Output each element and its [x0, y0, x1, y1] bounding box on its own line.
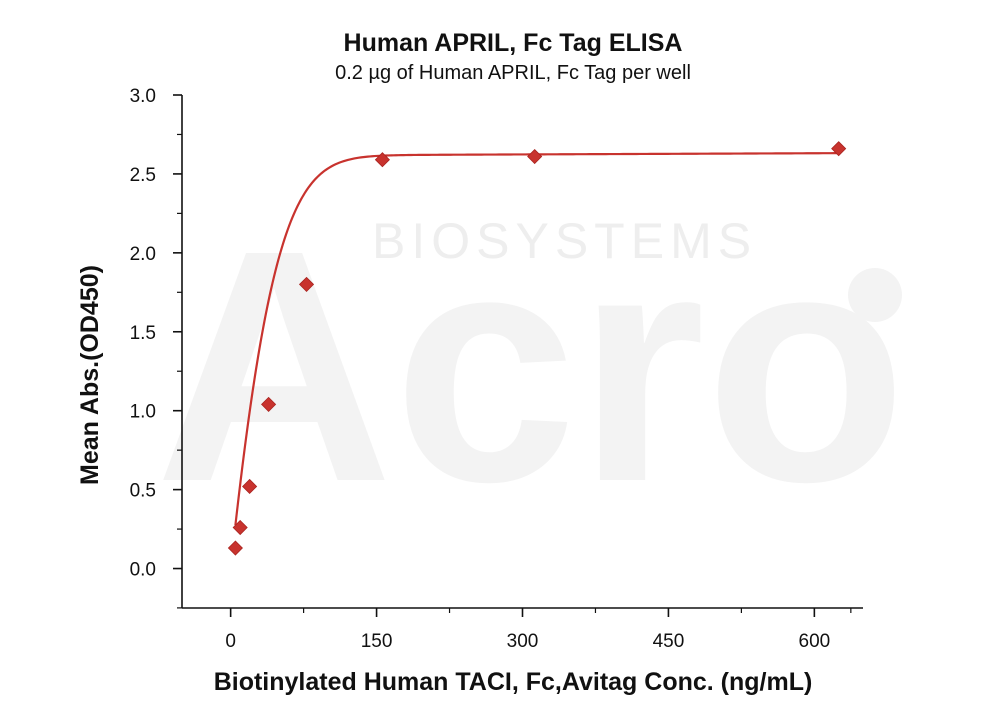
x-axis-label: Biotinylated Human TACI, Fc,Avitag Conc.… [214, 668, 813, 696]
y-axis-label: Mean Abs.(OD450) [76, 265, 104, 485]
series-layer [227, 141, 847, 556]
y-tick-label: 3.0 [130, 86, 156, 107]
y-ticks: 0.0 0.5 1.0 1.5 2.0 2.5 3.0 [130, 86, 182, 609]
chart-subtitle: 0.2 µg of Human APRIL, Fc Tag per well [335, 62, 691, 84]
x-tick-label: 150 [361, 631, 393, 652]
y-tick-label: 1.5 [130, 323, 156, 344]
data-point [232, 519, 248, 536]
x-tick-label: 450 [653, 631, 685, 652]
x-ticks: 0 150 300 450 600 [225, 608, 852, 652]
y-tick-label: 0.5 [130, 481, 156, 502]
watermark-company: BIOSYSTEMS [372, 213, 757, 269]
y-tick-label: 2.0 [130, 244, 156, 265]
data-point [298, 276, 315, 292]
chart-title: Human APRIL, Fc Tag ELISA [344, 29, 683, 57]
data-point [261, 396, 277, 412]
y-tick-label: 2.5 [130, 165, 156, 186]
data-point [831, 141, 847, 157]
x-tick-label: 300 [507, 631, 539, 652]
x-tick-label: 600 [799, 631, 831, 652]
data-point [242, 478, 258, 495]
watermark-dot [848, 268, 902, 322]
data-point [227, 540, 243, 556]
data-point [527, 148, 543, 165]
y-tick-label: 1.0 [130, 402, 156, 423]
fit-curve [234, 152, 839, 526]
y-tick-label: 0.0 [130, 560, 156, 581]
data-point [374, 152, 390, 168]
x-tick-label: 0 [225, 631, 236, 652]
watermark: Acro BIOSYSTEMS [155, 181, 907, 550]
watermark-logo: Acro [155, 181, 907, 550]
